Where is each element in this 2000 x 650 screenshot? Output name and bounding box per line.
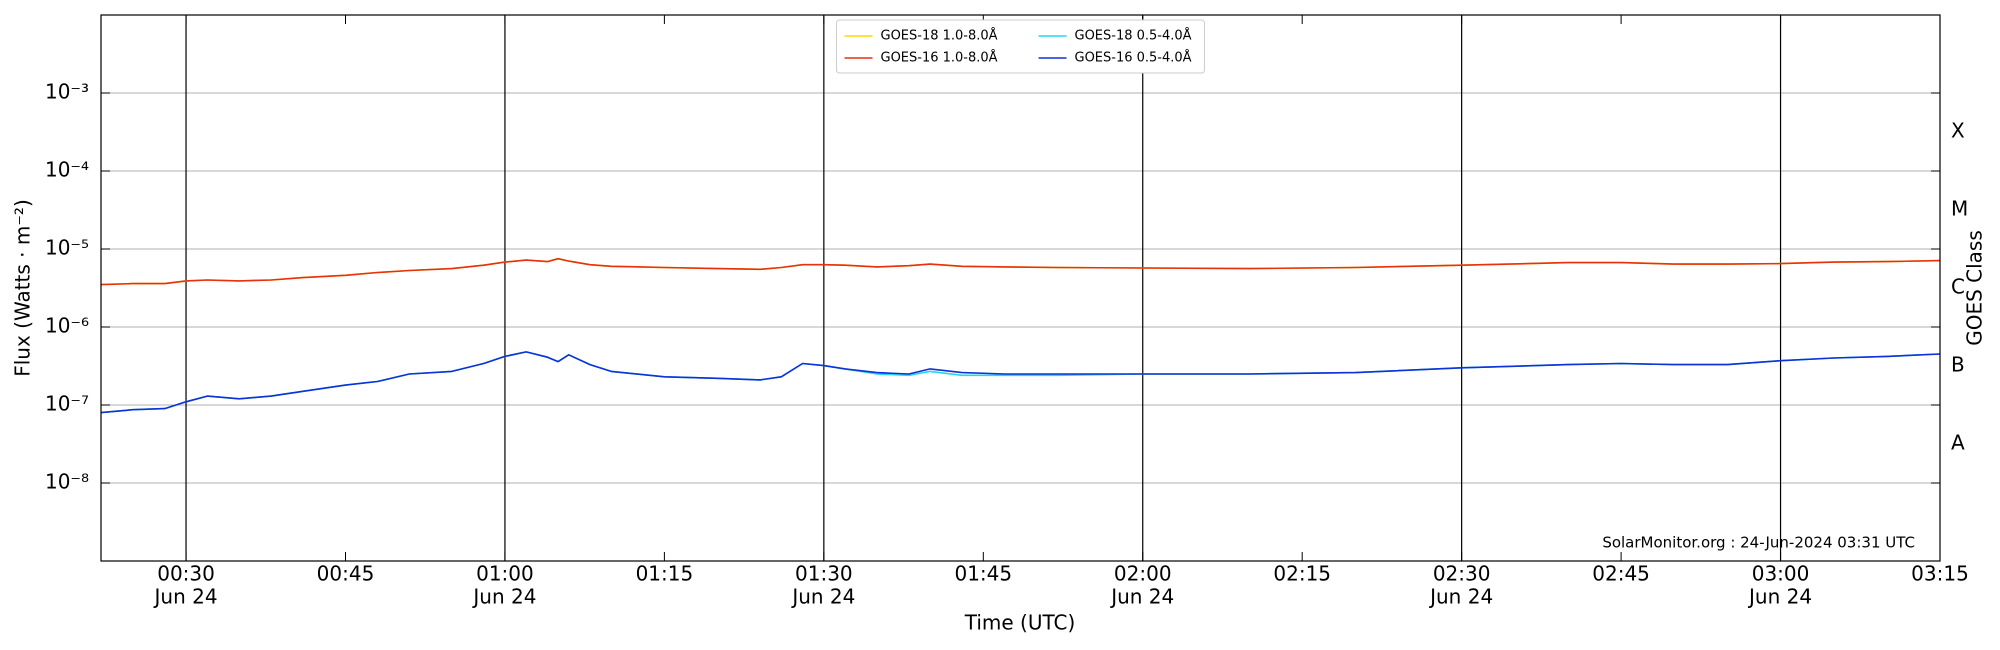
x-tick-sublabel: Jun 24 bbox=[1428, 585, 1493, 609]
x-tick-label: 01:45 bbox=[954, 562, 1012, 586]
x-tick-label: 02:30 bbox=[1433, 562, 1491, 586]
x-tick-label: 02:15 bbox=[1273, 562, 1331, 586]
x-tick-label: 02:45 bbox=[1592, 562, 1650, 586]
y-tick-label: 10⁻⁷ bbox=[45, 392, 89, 416]
x-tick-label: 02:00 bbox=[1114, 562, 1172, 586]
x-tick-label: 01:30 bbox=[795, 562, 853, 586]
x-tick-label: 03:15 bbox=[1911, 562, 1969, 586]
y-tick-label: 10⁻⁶ bbox=[45, 314, 89, 338]
x-tick-label: 03:00 bbox=[1752, 562, 1810, 586]
x-tick-label: 01:00 bbox=[476, 562, 534, 586]
y2-axis-label: GOES Class bbox=[1963, 230, 1987, 346]
grid bbox=[101, 15, 1940, 561]
legend-label: GOES-18 1.0-8.0Å bbox=[881, 28, 998, 44]
x-tick-label: 00:30 bbox=[157, 562, 215, 586]
y2-tick-label: B bbox=[1951, 353, 1965, 377]
y2-tick-label: X bbox=[1951, 119, 1965, 143]
y-tick-label: 10⁻⁴ bbox=[45, 158, 89, 182]
annotation: SolarMonitor.org : 24-Jun-2024 03:31 UTC bbox=[1602, 534, 1915, 552]
legend-label: GOES-16 1.0-8.0Å bbox=[881, 50, 998, 66]
x-tick-sublabel: Jun 24 bbox=[153, 585, 218, 609]
x-tick-label: 00:45 bbox=[317, 562, 375, 586]
x-tick-sublabel: Jun 24 bbox=[1747, 585, 1812, 609]
series-line bbox=[100, 257, 1941, 286]
x-tick-sublabel: Jun 24 bbox=[790, 585, 855, 609]
y-tick-label: 10⁻⁵ bbox=[45, 236, 89, 260]
x-tick-label: 01:15 bbox=[636, 562, 694, 586]
x-axis-label: Time (UTC) bbox=[964, 611, 1076, 635]
legend: GOES-18 1.0-8.0Å GOES-16 1.0-8.0Å GOES-18 … bbox=[836, 19, 1205, 74]
y-axis-label: Flux (Watts · m⁻²) bbox=[11, 199, 35, 377]
legend-label: GOES-18 0.5-4.0Å bbox=[1075, 28, 1192, 44]
plot-frame bbox=[100, 14, 1941, 562]
x-tick-sublabel: Jun 24 bbox=[471, 585, 536, 609]
series-line bbox=[100, 351, 1941, 414]
y2-tick-label: C bbox=[1951, 275, 1965, 299]
legend-label: GOES-16 0.5-4.0Å bbox=[1075, 50, 1192, 66]
y2-tick-label: M bbox=[1951, 197, 1968, 221]
y2-tick-label: A bbox=[1951, 431, 1965, 455]
y-tick-label: 10⁻⁸ bbox=[45, 470, 89, 494]
series-line bbox=[100, 257, 1941, 286]
y-tick-label: 10⁻³ bbox=[45, 80, 89, 104]
legend-box bbox=[836, 19, 1205, 74]
x-tick-sublabel: Jun 24 bbox=[1109, 585, 1174, 609]
